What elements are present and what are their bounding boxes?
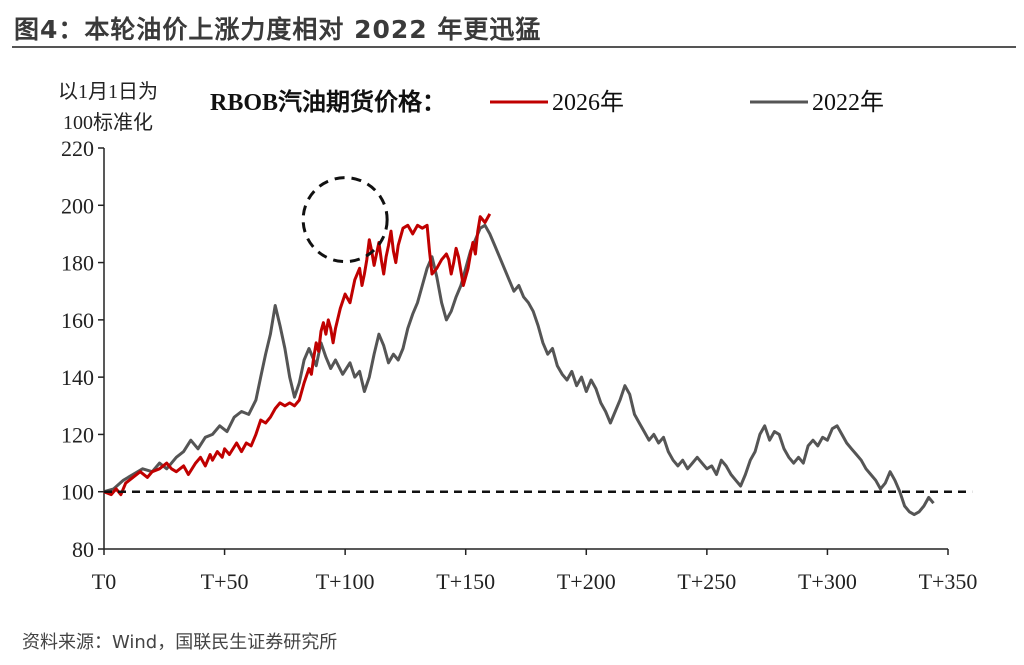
axes: 80 100 120 140 160 180 200 220 T0 T+50 T+100 T+150 T… (61, 136, 977, 594)
x-tick-label-150: T+150 (436, 569, 495, 594)
y-tick-label-220: 220 (61, 136, 94, 161)
series-group (103, 213, 935, 517)
y-tick-label-100: 100 (61, 480, 94, 505)
x-tick-label-300: T+300 (798, 569, 857, 594)
series-line-2022 (103, 223, 935, 517)
y-axis-label-line2: 100标准化 (63, 111, 153, 134)
y-tick-label-200: 200 (61, 193, 94, 218)
legend-label-2026: 2026年 (552, 89, 624, 116)
x-tick-label-50: T+50 (201, 569, 249, 594)
y-tick-label-140: 140 (61, 365, 94, 390)
x-tick-label-350: T+350 (919, 569, 978, 594)
y-tick-label-80: 80 (72, 537, 94, 562)
legend-label-2022: 2022年 (812, 89, 884, 116)
x-tick-label-0: T0 (92, 569, 116, 594)
y-axis-label-line1: 以1月1日为 (58, 80, 158, 103)
y-tick-label-180: 180 (61, 251, 94, 276)
y-tick-label-120: 120 (61, 422, 94, 447)
x-tick-label-250: T+250 (677, 569, 736, 594)
y-tick-label-160: 160 (61, 308, 94, 333)
source-note: 资料来源：Wind，国联民生证券研究所 (22, 632, 338, 653)
legend-title: RBOB汽油期货价格： (210, 88, 446, 116)
x-tick-label-200: T+200 (557, 569, 616, 594)
highlight-circle (301, 176, 389, 264)
figure-title: 图4：本轮油价上涨力度相对 2022 年更迅猛 (14, 15, 542, 44)
series-line-2026 (103, 213, 492, 497)
x-tick-label-100: T+100 (316, 569, 375, 594)
annotations (104, 176, 973, 493)
title-rule (12, 46, 1016, 48)
